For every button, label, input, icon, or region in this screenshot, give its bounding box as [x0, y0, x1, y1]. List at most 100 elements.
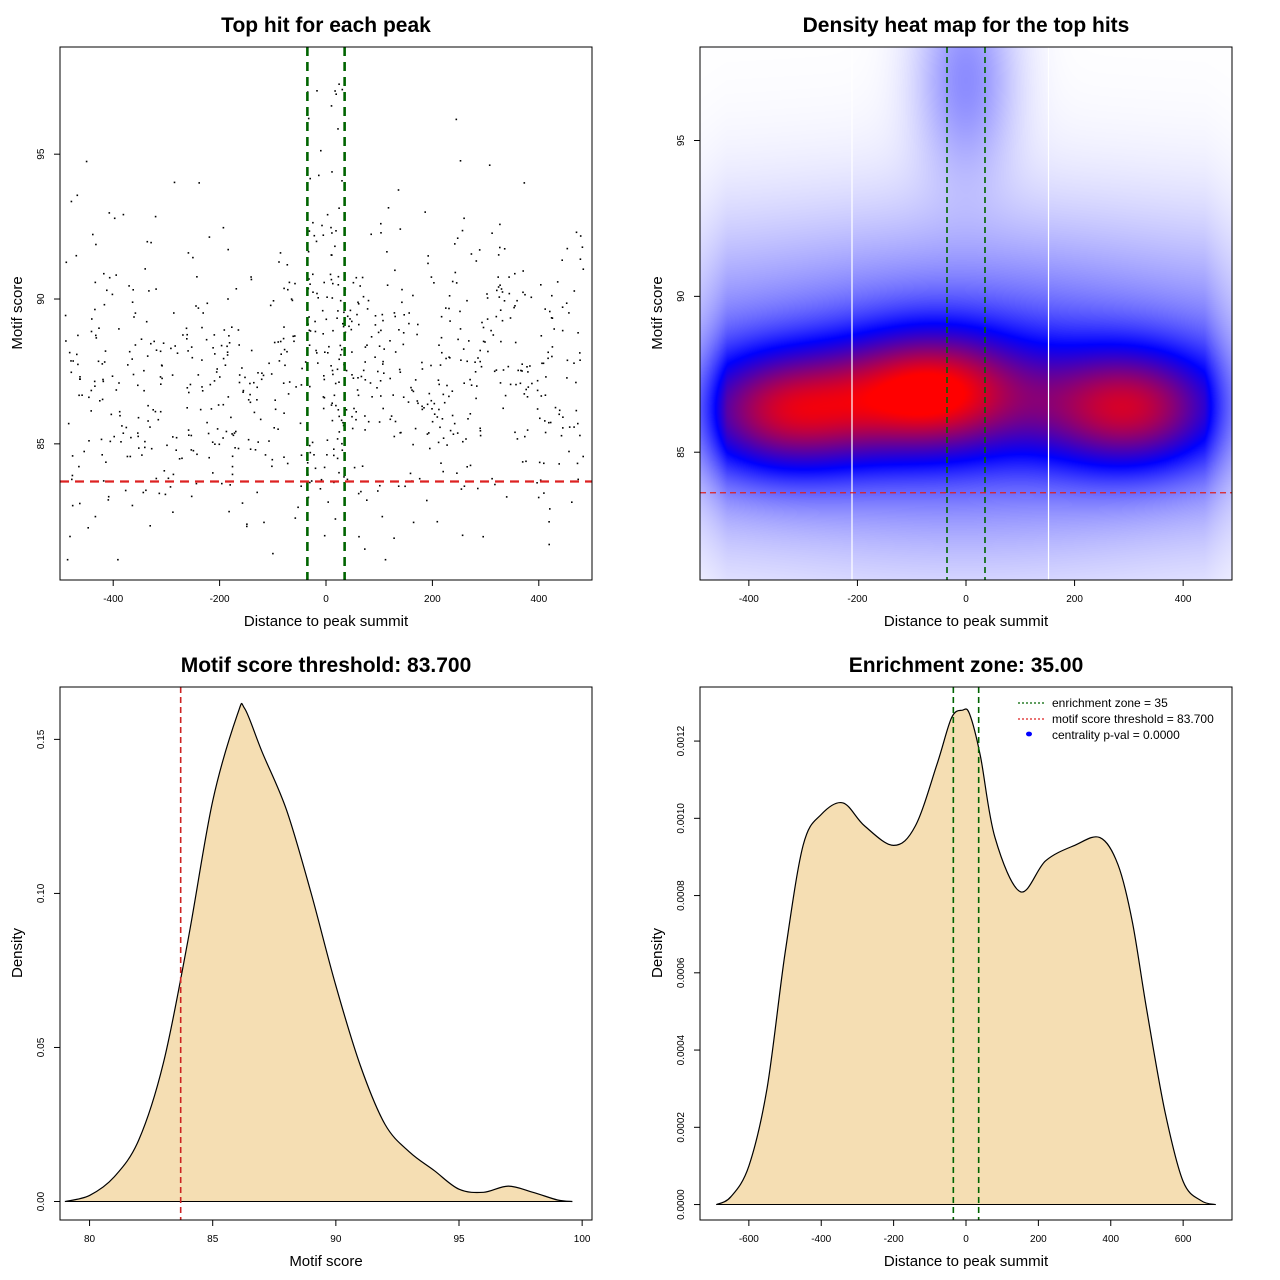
x-tick-label: -400 [811, 1234, 831, 1245]
scatter-point [486, 318, 489, 320]
scatter-point [282, 337, 285, 340]
reference-lines [700, 47, 1232, 580]
scatter-point [288, 281, 291, 284]
scatter-point [431, 408, 433, 410]
scatter-point [566, 377, 568, 379]
scatter-point [99, 400, 101, 402]
scatter-point [185, 327, 188, 330]
scatter-point [360, 490, 362, 493]
scatter-point [421, 361, 423, 364]
scatter-point [353, 407, 355, 410]
scatter-point [147, 420, 149, 422]
scatter-point [362, 369, 365, 372]
scatter-point [220, 344, 223, 347]
scatter-point [338, 83, 340, 85]
scatter-point [313, 454, 315, 456]
scatter-point [337, 284, 340, 286]
scatter-point [227, 298, 229, 300]
scatter-point [316, 90, 318, 92]
scatter-point [561, 329, 564, 332]
scatter-point [469, 413, 472, 415]
scatter-point [497, 286, 500, 288]
scatter-point [374, 356, 376, 358]
scatter-point [216, 368, 218, 370]
x-tick-label: 600 [1175, 1234, 1192, 1245]
scatter-point [95, 334, 97, 337]
scatter-point [322, 407, 325, 410]
scatter-point [441, 418, 444, 420]
scatter-point [81, 394, 83, 396]
scatter-point [211, 441, 214, 443]
scatter-point [521, 363, 523, 365]
scatter-point [338, 381, 340, 383]
scatter-point [495, 315, 498, 318]
scatter-point [329, 273, 332, 276]
scatter-point [482, 535, 484, 538]
scatter-point [291, 299, 294, 302]
scatter-point [553, 328, 555, 330]
scatter-point [121, 425, 123, 427]
scatter-point [437, 441, 440, 444]
scatter-point [551, 355, 553, 358]
scatter-point [382, 407, 384, 410]
scatter-point [87, 527, 89, 529]
scatter-point [231, 433, 233, 435]
scatter-point [312, 291, 314, 293]
scatter-point [222, 226, 225, 229]
scatter-point [418, 477, 421, 480]
scatter-point [250, 278, 253, 281]
scatter-point [263, 521, 265, 524]
scatter-point [320, 478, 323, 481]
scatter-point [197, 307, 200, 309]
panel4-xlabel: Distance to peak summit [884, 1253, 1049, 1270]
scatter-point [577, 478, 579, 481]
scatter-point [549, 508, 551, 510]
scatter-point [539, 417, 541, 420]
scatter-point [131, 504, 134, 507]
scatter-point [568, 426, 571, 428]
scatter-point [176, 352, 179, 354]
scatter-point [231, 455, 234, 458]
scatter-point [332, 282, 334, 285]
panel2-ylabel: Motif score [649, 276, 666, 349]
scatter-point [66, 558, 69, 561]
scatter-point [554, 406, 557, 409]
scatter-point [286, 264, 289, 266]
scatter-point [308, 230, 311, 232]
scatter-point [399, 228, 402, 230]
scatter-point [537, 496, 540, 499]
scatter-point [439, 426, 441, 429]
scatter-point [101, 363, 104, 365]
scatter-point [383, 372, 385, 374]
scatter-point [449, 357, 451, 359]
scatter-point [226, 351, 229, 353]
scatter-point [108, 212, 111, 214]
scatter-point [238, 344, 240, 346]
axis-ticks: 80 85 90 95 100 0.00 0.05 0.10 0.15 [36, 729, 591, 1245]
scatter-point [335, 404, 337, 407]
scatter-point [235, 288, 238, 290]
scatter-point [125, 426, 128, 429]
scatter-point [78, 394, 80, 397]
scatter-point [380, 232, 382, 234]
scatter-point [568, 312, 570, 314]
scatter-point [456, 472, 458, 474]
scatter-point [178, 458, 181, 460]
scatter-point [497, 254, 500, 256]
scatter-point [134, 344, 137, 346]
scatter-point [416, 400, 419, 402]
scatter-point [381, 515, 384, 518]
scatter-point [548, 421, 550, 424]
scatter-point [279, 340, 282, 343]
scatter-point [161, 365, 163, 367]
scatter-point [497, 276, 499, 278]
scatter-point [351, 415, 353, 418]
scatter-point [326, 454, 328, 456]
scatter-point [187, 429, 190, 431]
scatter-point [449, 429, 452, 432]
scatter-point [172, 511, 174, 513]
scatter-point [460, 488, 463, 490]
panel3-ylabel: Density [9, 927, 26, 978]
scatter-point [128, 285, 130, 287]
scatter-point [442, 470, 444, 473]
